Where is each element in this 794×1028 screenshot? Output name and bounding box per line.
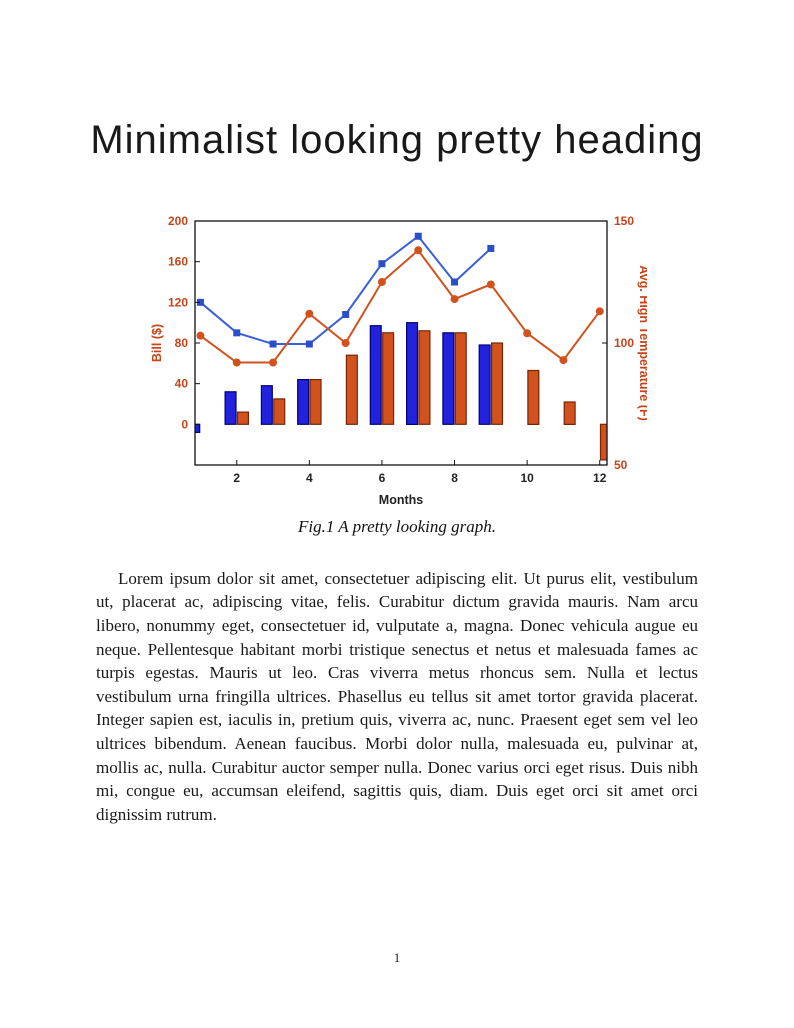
svg-text:Months: Months — [379, 493, 423, 507]
body-paragraph: Lorem ipsum dolor sit amet, consectetuer… — [96, 568, 698, 824]
svg-text:100: 100 — [614, 336, 634, 350]
page-title: Minimalist looking pretty heading — [90, 118, 704, 162]
svg-text:4: 4 — [306, 471, 313, 485]
page-number: 1 — [393, 950, 401, 965]
svg-text:160: 160 — [168, 254, 188, 268]
svg-text:8: 8 — [451, 471, 458, 485]
svg-text:0: 0 — [181, 417, 188, 431]
svg-text:12: 12 — [593, 471, 607, 485]
svg-text:6: 6 — [379, 471, 386, 485]
svg-text:200: 200 — [168, 214, 188, 228]
svg-text:80: 80 — [175, 336, 189, 350]
svg-text:10: 10 — [520, 471, 534, 485]
chart: 0 40 80 120 160 200 50 100 150 2 4 6 8 10 12 Bill ($) Av… — [150, 214, 647, 507]
svg-text:Bill ($): Bill ($) — [150, 324, 164, 362]
svg-text:Avg. High Temperature (F): Avg. High Temperature (F) — [637, 265, 647, 421]
svg-text:150: 150 — [614, 214, 634, 228]
svg-text:120: 120 — [168, 295, 188, 309]
figure: 0 40 80 120 160 200 50 100 150 2 4 6 8 10 12 Bill ($) Av… — [147, 211, 647, 537]
svg-text:40: 40 — [175, 376, 189, 390]
svg-text:50: 50 — [614, 458, 628, 472]
svg-text:2: 2 — [233, 471, 240, 485]
figure-caption: Fig.1 A pretty looking graph. — [297, 516, 496, 536]
